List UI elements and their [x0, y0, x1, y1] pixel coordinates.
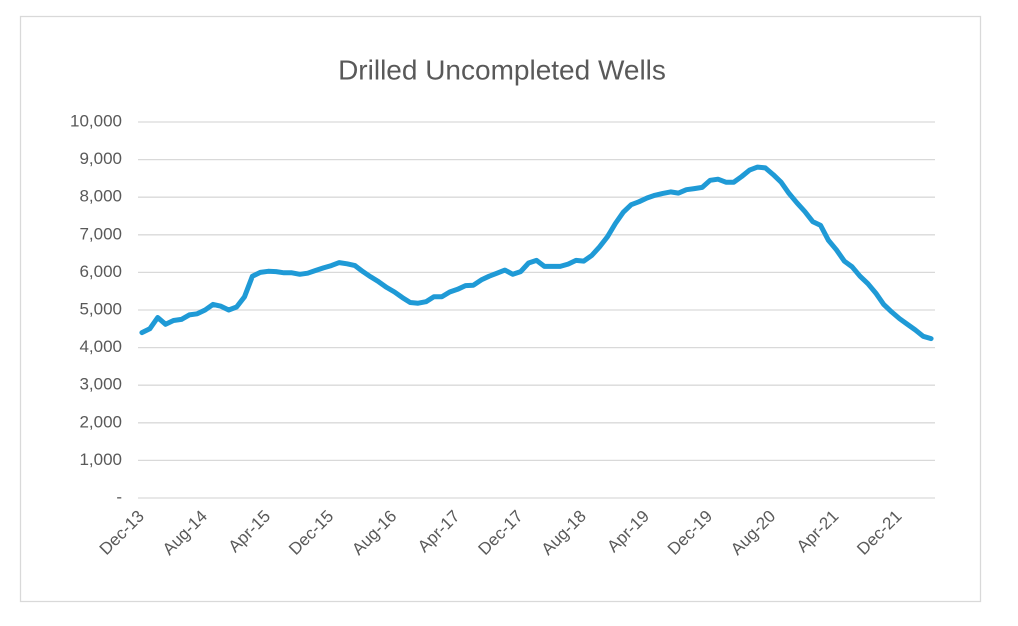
- y-tick-label: 6,000: [79, 262, 122, 281]
- y-tick-label: 7,000: [79, 224, 122, 243]
- y-tick-label: 5,000: [79, 299, 122, 318]
- data-line: [139, 164, 934, 342]
- y-tick-label: 2,000: [79, 412, 122, 431]
- y-tick-label: 4,000: [79, 337, 122, 356]
- chart-border: [19, 15, 982, 603]
- y-tick-label: 1,000: [79, 450, 122, 469]
- y-tick-label: 10,000: [70, 111, 122, 130]
- y-tick-label: 9,000: [79, 149, 122, 168]
- y-tick-label: 3,000: [79, 375, 122, 394]
- y-tick-label: 8,000: [79, 187, 122, 206]
- chart-title: Drilled Uncompleted Wells: [338, 54, 666, 85]
- y-tick-label: -: [116, 487, 122, 506]
